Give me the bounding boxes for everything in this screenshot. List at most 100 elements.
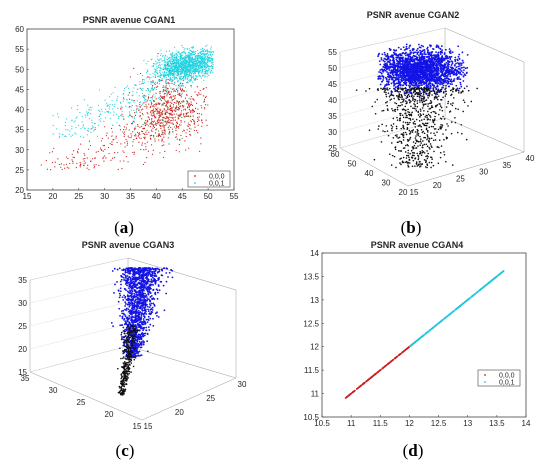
panel-a-point-red bbox=[165, 110, 167, 112]
panel-a-point-red bbox=[158, 133, 160, 135]
panel-a-point-cyan bbox=[132, 122, 134, 124]
panel-b-point-blue bbox=[429, 59, 432, 62]
panel-a-point-cyan bbox=[87, 127, 89, 130]
panel-a-point-cyan bbox=[168, 65, 170, 68]
panel-a-point-cyan bbox=[184, 68, 187, 70]
panel-a-point-red bbox=[119, 129, 122, 131]
panel-a-point-red bbox=[163, 141, 165, 143]
panel-b-point-blue bbox=[425, 63, 428, 66]
panel-a-point-cyan bbox=[156, 81, 159, 83]
panel-a-point-red bbox=[155, 108, 158, 110]
panel-a-point-cyan bbox=[158, 59, 160, 61]
panel-a-point-red bbox=[127, 135, 129, 137]
panel-a-point-green bbox=[159, 152, 161, 154]
panel-b-point-blue bbox=[454, 56, 457, 59]
panel-b-point-blue bbox=[409, 71, 412, 74]
panel-a-point-cyan bbox=[138, 108, 140, 111]
panel-a-point-red bbox=[139, 116, 141, 118]
panel-b-point-blue bbox=[457, 63, 460, 65]
panel-a-point-cyan bbox=[56, 128, 58, 130]
panel-a-point-red bbox=[95, 151, 97, 153]
panel-a-point-red bbox=[152, 80, 154, 82]
panel-a-point-red bbox=[161, 110, 164, 112]
panel-a-point-cyan bbox=[165, 50, 168, 52]
panel-a-point-cyan bbox=[190, 79, 192, 81]
panel-b-point-blue bbox=[434, 79, 437, 81]
panel-a-point-cyan bbox=[168, 71, 170, 73]
panel-a-point-green bbox=[165, 111, 167, 114]
panel-b-point-blue bbox=[423, 83, 426, 85]
panel-b-point-blue bbox=[444, 77, 447, 80]
panel-a-point-cyan bbox=[76, 116, 78, 118]
panel-a-point-red bbox=[159, 134, 161, 137]
panel-b-point-blue bbox=[425, 84, 428, 87]
panel-a-point-red bbox=[196, 129, 198, 132]
panel-a-point-red bbox=[174, 108, 177, 110]
panel-b-point-blue bbox=[430, 70, 433, 73]
panel-a-point-red bbox=[155, 124, 157, 126]
panel-b-point-black bbox=[426, 134, 429, 136]
panel-b-point-blue bbox=[387, 80, 390, 83]
panel-b-point-blue bbox=[450, 80, 453, 83]
panel-b-point-blue bbox=[416, 79, 419, 81]
panel-a-point-red bbox=[171, 82, 173, 84]
panel-a-point-red bbox=[178, 101, 181, 103]
panel-b-point-blue bbox=[430, 74, 433, 77]
panel-a-point-red bbox=[68, 167, 70, 169]
panel-a-point-cyan bbox=[208, 58, 210, 60]
panel-a-y-tick-label: 25 bbox=[15, 166, 24, 175]
panel-a-point-cyan bbox=[163, 72, 165, 74]
panel-a-point-red bbox=[141, 130, 143, 132]
panel-b-point-blue bbox=[446, 74, 448, 77]
panel-a-point-cyan bbox=[87, 104, 89, 106]
panel-a-point-red bbox=[146, 121, 149, 123]
panel-b: PSNR avenue CGAN2 2530354045505520304050… bbox=[328, 10, 535, 237]
panel-b-point-blue bbox=[465, 85, 468, 88]
panel-a-point-cyan bbox=[72, 134, 74, 136]
panel-a-point-green bbox=[158, 103, 161, 106]
panel-b-point-blue bbox=[391, 66, 394, 69]
panel-b-point-blue bbox=[398, 76, 401, 79]
panel-a-point-cyan bbox=[206, 70, 208, 72]
panel-a-letter: a bbox=[120, 218, 129, 237]
panel-a-point-cyan bbox=[149, 100, 151, 102]
panel-a-point-cyan bbox=[153, 63, 155, 65]
panel-a-point-cyan bbox=[178, 76, 180, 78]
panel-a-point-red bbox=[40, 164, 42, 166]
panel-a-point-cyan bbox=[190, 64, 192, 66]
panel-a-point-green bbox=[173, 126, 175, 128]
panel-a-point-red bbox=[139, 114, 141, 117]
panel-a-point-red bbox=[159, 125, 161, 127]
panel-b-point-blue bbox=[419, 77, 422, 80]
panel-a-point-red bbox=[109, 143, 111, 145]
panel-b-point-blue bbox=[410, 64, 413, 67]
panel-a-point-red bbox=[170, 107, 173, 109]
panel-a-point-cyan bbox=[176, 57, 178, 59]
panel-a-point-cyan bbox=[179, 57, 181, 59]
panel-a-point-red bbox=[173, 95, 175, 97]
panel-a-point-green bbox=[187, 115, 189, 117]
panel-a-point-cyan bbox=[199, 65, 201, 67]
panel-a-point-red bbox=[194, 107, 197, 109]
panel-b-point-blue bbox=[425, 55, 428, 58]
panel-b-point-blue bbox=[426, 62, 429, 65]
panel-b-point-blue bbox=[435, 44, 438, 47]
panel-a-point-red bbox=[156, 128, 158, 130]
panel-b-point-blue bbox=[392, 57, 395, 60]
panel-a-point-cyan bbox=[182, 68, 184, 70]
panel-a-point-cyan bbox=[115, 113, 117, 115]
panel-a-point-cyan bbox=[182, 62, 184, 64]
panel-b-point-blue bbox=[396, 65, 399, 68]
panel-b-point-blue bbox=[397, 62, 400, 65]
panel-b-point-blue bbox=[444, 48, 447, 51]
panel-a-point-red bbox=[159, 116, 161, 118]
panel-b-point-blue bbox=[443, 69, 445, 71]
panel-a-point-cyan bbox=[171, 58, 173, 60]
panel-a-point-cyan bbox=[81, 121, 83, 123]
panel-a-point-cyan bbox=[91, 125, 94, 127]
panel-a-point-cyan bbox=[65, 128, 67, 131]
panel-a-point-cyan bbox=[163, 77, 165, 79]
panel-a-point-cyan bbox=[147, 60, 149, 63]
panel-a-point-cyan bbox=[130, 109, 132, 111]
panel-b-point-blue bbox=[441, 65, 444, 67]
